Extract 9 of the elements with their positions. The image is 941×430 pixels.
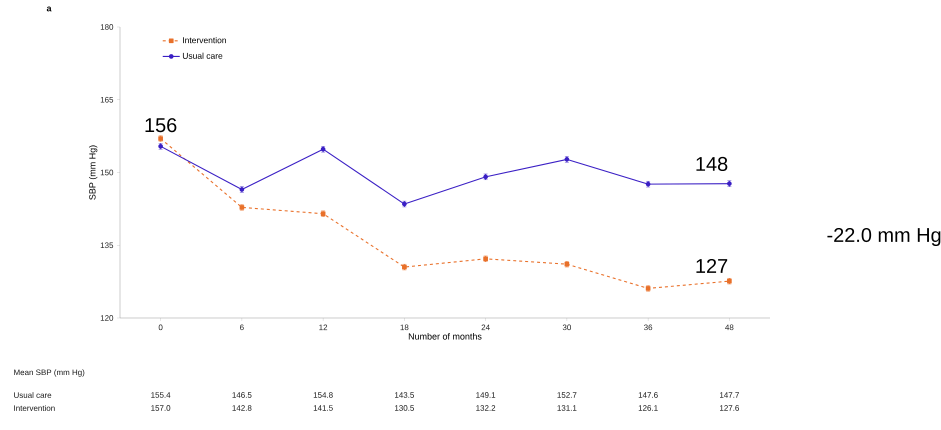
annotation: 148 [696, 156, 728, 171]
annotation: 156 [146, 118, 176, 132]
x-axis-title: Number of months [408, 333, 482, 340]
annotation: 127 [696, 258, 728, 273]
y-axis-title: SBP (mm Hg) [88, 145, 98, 200]
legend-label: Usual care [182, 52, 222, 59]
legend-label: Intervention [183, 36, 226, 44]
text: -22.0 mm Hg [827, 228, 940, 246]
text: a [46, 6, 52, 12]
